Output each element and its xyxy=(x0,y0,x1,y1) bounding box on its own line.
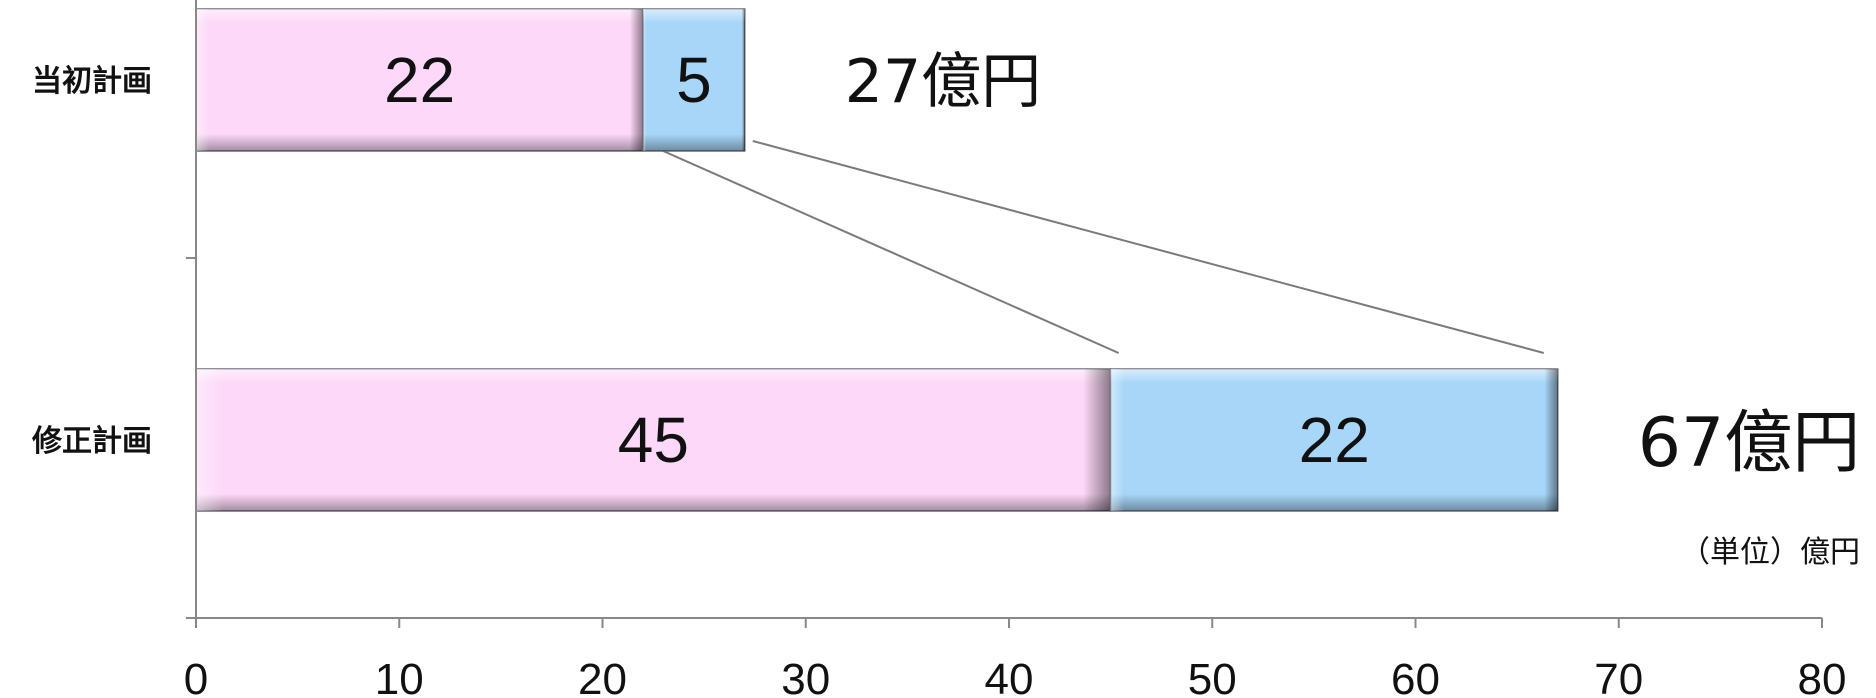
x-tick-label: 10 xyxy=(375,655,424,698)
bar-segment xyxy=(195,8,644,152)
total-label: 67億円 xyxy=(1638,404,1861,483)
bar-bevel-h xyxy=(1110,369,1558,511)
connector-line xyxy=(752,140,1545,354)
bar-value-label: 22 xyxy=(1299,404,1370,476)
category-label: 当初計画 xyxy=(32,64,152,99)
x-tick-label: 20 xyxy=(578,655,627,698)
bar-segment xyxy=(642,8,746,152)
unit-label: （単位）億円 xyxy=(1680,535,1860,570)
bar-bevel-h xyxy=(643,9,745,151)
bar-value-label: 5 xyxy=(676,44,712,116)
x-tick-label: 70 xyxy=(1594,655,1643,698)
connector-line xyxy=(644,142,1120,354)
bar-segment xyxy=(195,368,1112,512)
bar-value-label: 45 xyxy=(618,404,689,476)
bar-bevel-h xyxy=(196,9,644,151)
x-tick-label: 80 xyxy=(1798,655,1847,698)
bar-segment xyxy=(1109,368,1559,512)
category-label: 修正計画 xyxy=(31,424,152,459)
x-tick-label: 30 xyxy=(781,655,830,698)
x-tick-label: 60 xyxy=(1391,655,1440,698)
bar-bevel-h xyxy=(196,369,1111,511)
total-label: 27億円 xyxy=(845,47,1041,117)
x-tick-label: 50 xyxy=(1188,655,1237,698)
x-tick-label: 40 xyxy=(985,655,1034,698)
x-tick-label: 0 xyxy=(184,655,208,698)
bar-value-label: 22 xyxy=(384,44,455,116)
